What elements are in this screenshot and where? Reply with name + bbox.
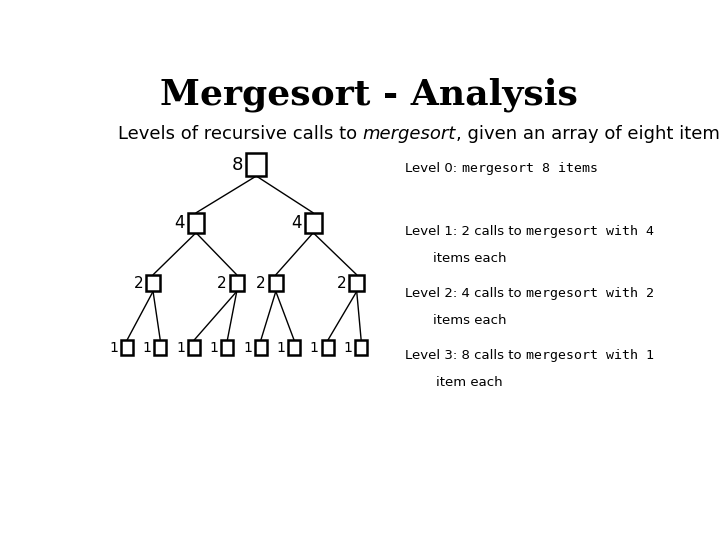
Text: item each: item each <box>436 376 503 389</box>
Bar <box>221 341 233 355</box>
Text: 1: 1 <box>210 341 218 355</box>
Text: 8: 8 <box>232 156 243 173</box>
Text: 1: 1 <box>310 341 319 355</box>
Text: 1: 1 <box>243 341 252 355</box>
Text: 4: 4 <box>292 214 302 232</box>
Bar <box>145 275 161 292</box>
Text: Level 3: 8 calls to: Level 3: 8 calls to <box>405 349 526 362</box>
Bar <box>322 341 334 355</box>
Text: items each: items each <box>433 252 506 265</box>
Bar <box>288 341 300 355</box>
Text: mergesort 8 items: mergesort 8 items <box>462 162 598 176</box>
Text: mergesort with 2: mergesort with 2 <box>526 287 654 300</box>
Bar <box>121 341 133 355</box>
Text: Level 1: 2 calls to: Level 1: 2 calls to <box>405 225 526 238</box>
Bar <box>154 341 166 355</box>
Bar <box>355 341 367 355</box>
Bar <box>230 275 244 292</box>
Text: 2: 2 <box>217 275 227 291</box>
Text: mergesort with 1: mergesort with 1 <box>526 349 654 362</box>
Text: , given an array of eight items: , given an array of eight items <box>456 125 720 143</box>
Bar <box>188 213 204 233</box>
Bar <box>305 213 322 233</box>
Text: 1: 1 <box>343 341 352 355</box>
Text: items each: items each <box>433 314 506 327</box>
Text: 2: 2 <box>133 275 143 291</box>
Text: mergesort with 4: mergesort with 4 <box>526 225 654 238</box>
Text: Level 2: 4 calls to: Level 2: 4 calls to <box>405 287 526 300</box>
Text: 1: 1 <box>109 341 118 355</box>
Bar <box>188 341 200 355</box>
Bar <box>246 153 266 176</box>
Text: 1: 1 <box>176 341 185 355</box>
Text: Levels of recursive calls to: Levels of recursive calls to <box>118 125 363 143</box>
Text: mergesort: mergesort <box>363 125 456 143</box>
Text: 1: 1 <box>276 341 285 355</box>
Text: Level 0:: Level 0: <box>405 162 462 176</box>
Bar <box>269 275 283 292</box>
Bar <box>255 341 267 355</box>
Text: 1: 1 <box>143 341 151 355</box>
Text: Mergesort - Analysis: Mergesort - Analysis <box>160 77 578 112</box>
Bar <box>349 275 364 292</box>
Text: 4: 4 <box>174 214 185 232</box>
Text: 2: 2 <box>256 275 266 291</box>
Text: 2: 2 <box>337 275 347 291</box>
